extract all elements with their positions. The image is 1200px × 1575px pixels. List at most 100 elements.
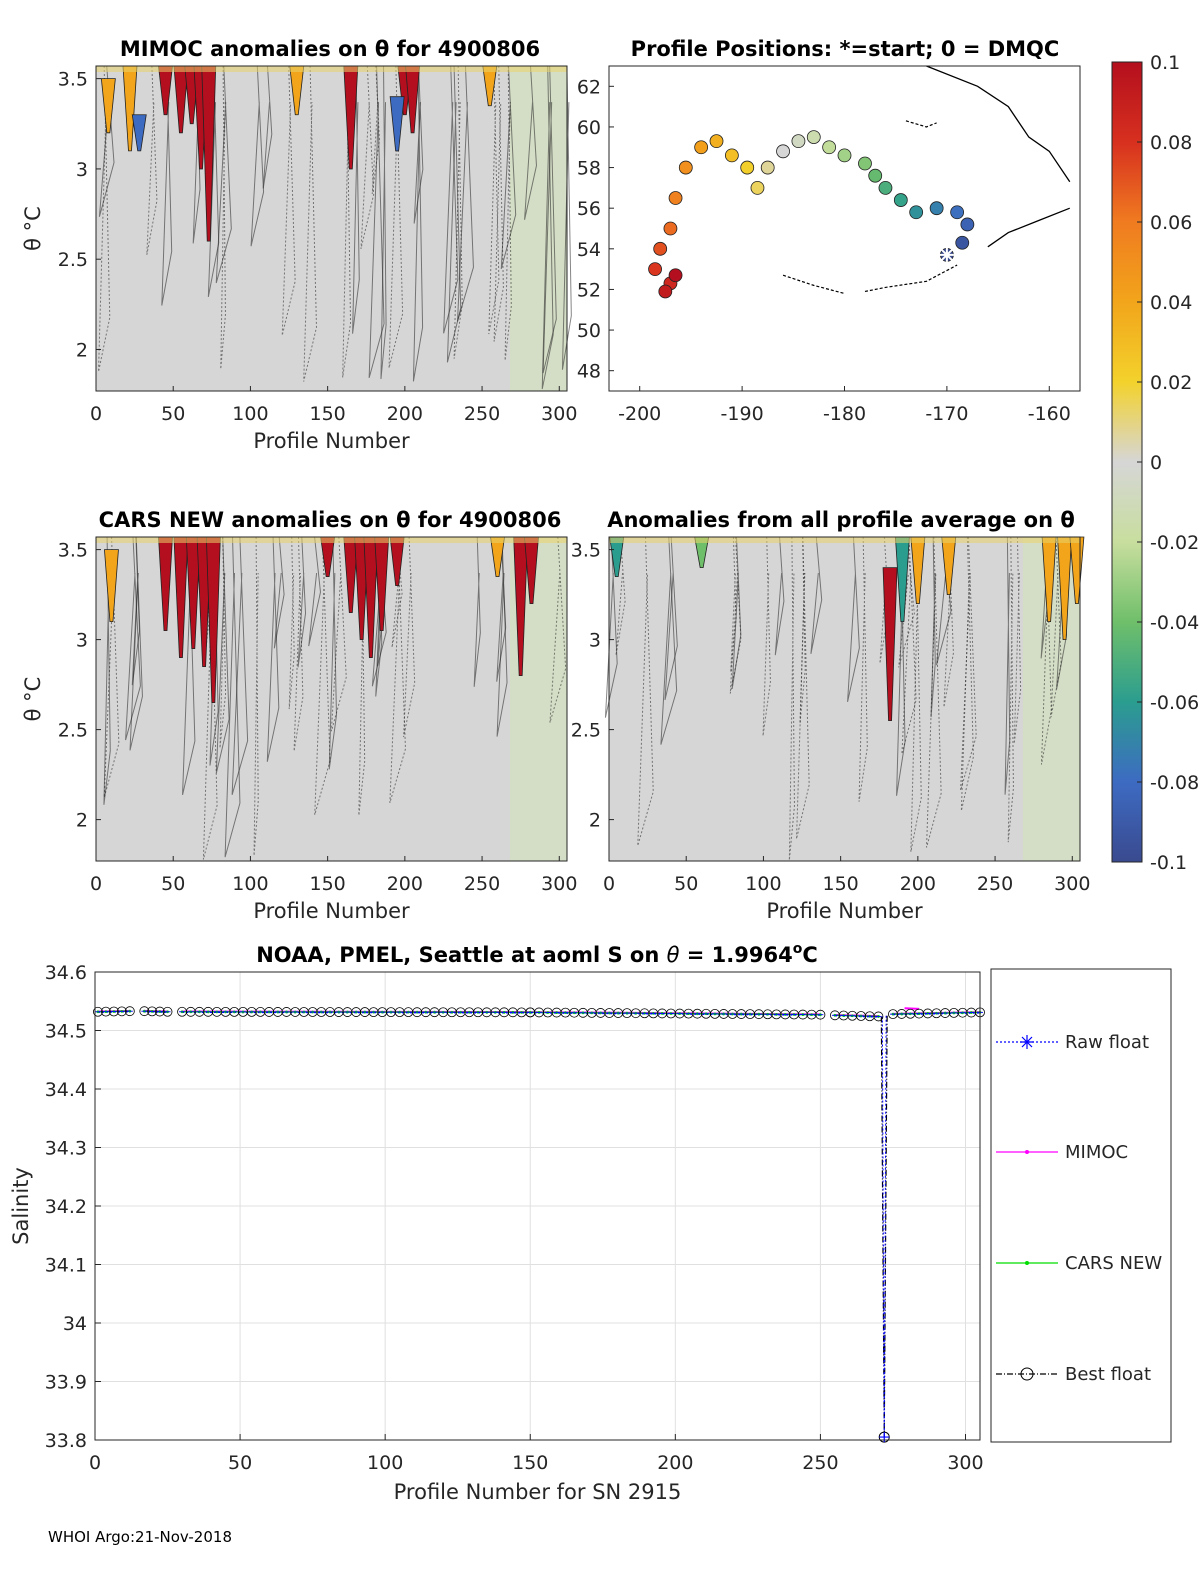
x-tick-label: 250 xyxy=(464,403,500,425)
profile-position xyxy=(868,168,883,183)
x-tick-label: 0 xyxy=(90,403,102,425)
contour-line xyxy=(910,536,922,852)
y-tick-label: 48 xyxy=(577,361,601,383)
contour-line xyxy=(161,65,173,306)
legend-label: Best float xyxy=(1065,1364,1151,1385)
contour-line xyxy=(730,536,737,673)
x-tick-label: 50 xyxy=(161,403,185,425)
y-tick-label: 3 xyxy=(76,630,88,652)
contour-line xyxy=(799,536,806,724)
y-tick-label: 56 xyxy=(577,198,601,220)
y-tick-label: 3 xyxy=(589,630,601,652)
contour-line xyxy=(762,536,771,736)
best-float-marker xyxy=(147,1006,157,1017)
x-axis-label: Profile Number xyxy=(253,899,410,923)
colorbar-tick-label: 0 xyxy=(1150,452,1162,474)
profile-position xyxy=(760,160,775,175)
best-float-marker xyxy=(93,1006,103,1017)
contour-line xyxy=(524,65,537,220)
x-tick-label: 50 xyxy=(674,873,698,895)
profile-position xyxy=(806,130,821,144)
contour-line xyxy=(443,65,459,334)
x-axis-label: Profile Number for SN 2915 xyxy=(394,1480,682,1504)
axes-frame xyxy=(95,536,568,862)
x-tick-label: 100 xyxy=(367,1452,403,1474)
x-tick-label: -170 xyxy=(925,403,968,425)
x-tick-label: 0 xyxy=(90,873,102,895)
best-float-marker xyxy=(139,1006,150,1017)
contour-line xyxy=(960,536,974,811)
profile-position xyxy=(658,284,673,299)
x-tick-label: 250 xyxy=(977,873,1013,895)
contour-line xyxy=(250,65,265,247)
contour-line xyxy=(496,536,508,737)
profile-position xyxy=(750,180,765,195)
y-tick-label: 34.6 xyxy=(45,962,87,984)
contour-line xyxy=(901,536,917,755)
y-tick-label: 2 xyxy=(76,339,88,361)
contour-line xyxy=(796,536,810,840)
colorbar-tick-label: -0.1 xyxy=(1150,852,1187,874)
top-fringe xyxy=(96,66,567,72)
contour-line xyxy=(342,65,352,378)
y-axis-label: θ °C xyxy=(21,677,45,722)
contour-line xyxy=(293,536,304,752)
x-tick-label: -160 xyxy=(1028,403,1071,425)
x-tick-label: 200 xyxy=(657,1452,693,1474)
profile-position xyxy=(648,262,662,277)
plot-band xyxy=(509,66,567,391)
allavg-title: Anomalies from all profile average on θ xyxy=(607,508,1075,532)
legend-label: CARS NEW xyxy=(1065,1253,1162,1274)
contour-line xyxy=(500,65,517,270)
contour-line xyxy=(403,536,416,738)
plot-background xyxy=(96,66,567,391)
profile-position xyxy=(929,201,944,216)
y-tick-label: 3 xyxy=(76,159,88,181)
contour-line xyxy=(1040,536,1052,765)
x-tick-label: -200 xyxy=(618,403,661,425)
y-tick-label: 34.4 xyxy=(45,1079,87,1101)
start-marker xyxy=(939,247,954,262)
contour-line xyxy=(368,65,385,379)
y-tick-label: 62 xyxy=(577,76,601,98)
contour-line xyxy=(1013,536,1022,744)
colorbar-tick-label: -0.08 xyxy=(1150,772,1199,794)
profile-position xyxy=(668,191,683,205)
positions-title: Profile Positions: *=start; 0 = DMQC xyxy=(631,37,1060,61)
contour-line xyxy=(358,536,366,816)
contour-line xyxy=(504,65,512,361)
contour-line xyxy=(262,65,273,189)
y-axis-label: θ °C xyxy=(21,206,45,251)
y-tick-label: 34.5 xyxy=(45,1021,87,1043)
x-tick-label: 250 xyxy=(464,873,500,895)
y-tick-label: 2 xyxy=(589,810,601,832)
y-tick-label: 2 xyxy=(76,810,88,832)
profile-position xyxy=(663,221,678,236)
x-axis-label: Profile Number xyxy=(766,899,923,923)
salinity-legend: Raw float MIMOC CARS NEW Best float xyxy=(990,968,1172,1443)
anomaly-streaks xyxy=(100,65,498,242)
cars-anomaly-panel: CARS NEW anomalies on θ for 4900806 0 50 1… xyxy=(21,508,577,923)
contour-line xyxy=(303,65,317,382)
contour-line xyxy=(960,536,977,791)
profile-position xyxy=(822,140,837,155)
y-tick-label: 34 xyxy=(63,1313,87,1335)
contour-line xyxy=(328,536,337,770)
contour-line xyxy=(542,65,557,374)
coastline-alaska xyxy=(926,65,1071,248)
legend-box xyxy=(990,968,1172,1443)
profile-position xyxy=(653,241,668,256)
contour-line xyxy=(330,536,347,732)
best-float-marker xyxy=(116,1006,127,1017)
salinity-title: NOAA, PMEL, Seattle at aoml S on θ = 1.9… xyxy=(256,941,818,967)
x-tick-label: 150 xyxy=(310,873,346,895)
contour-line xyxy=(266,536,280,762)
contour-line xyxy=(352,65,360,334)
coastline xyxy=(782,65,1071,295)
contour-line xyxy=(412,65,424,382)
best-float-marker xyxy=(124,1006,135,1017)
x-tick-label: 200 xyxy=(387,403,423,425)
contour-line xyxy=(219,536,227,749)
contour-line xyxy=(473,536,481,687)
x-tick-label: 50 xyxy=(228,1452,252,1474)
